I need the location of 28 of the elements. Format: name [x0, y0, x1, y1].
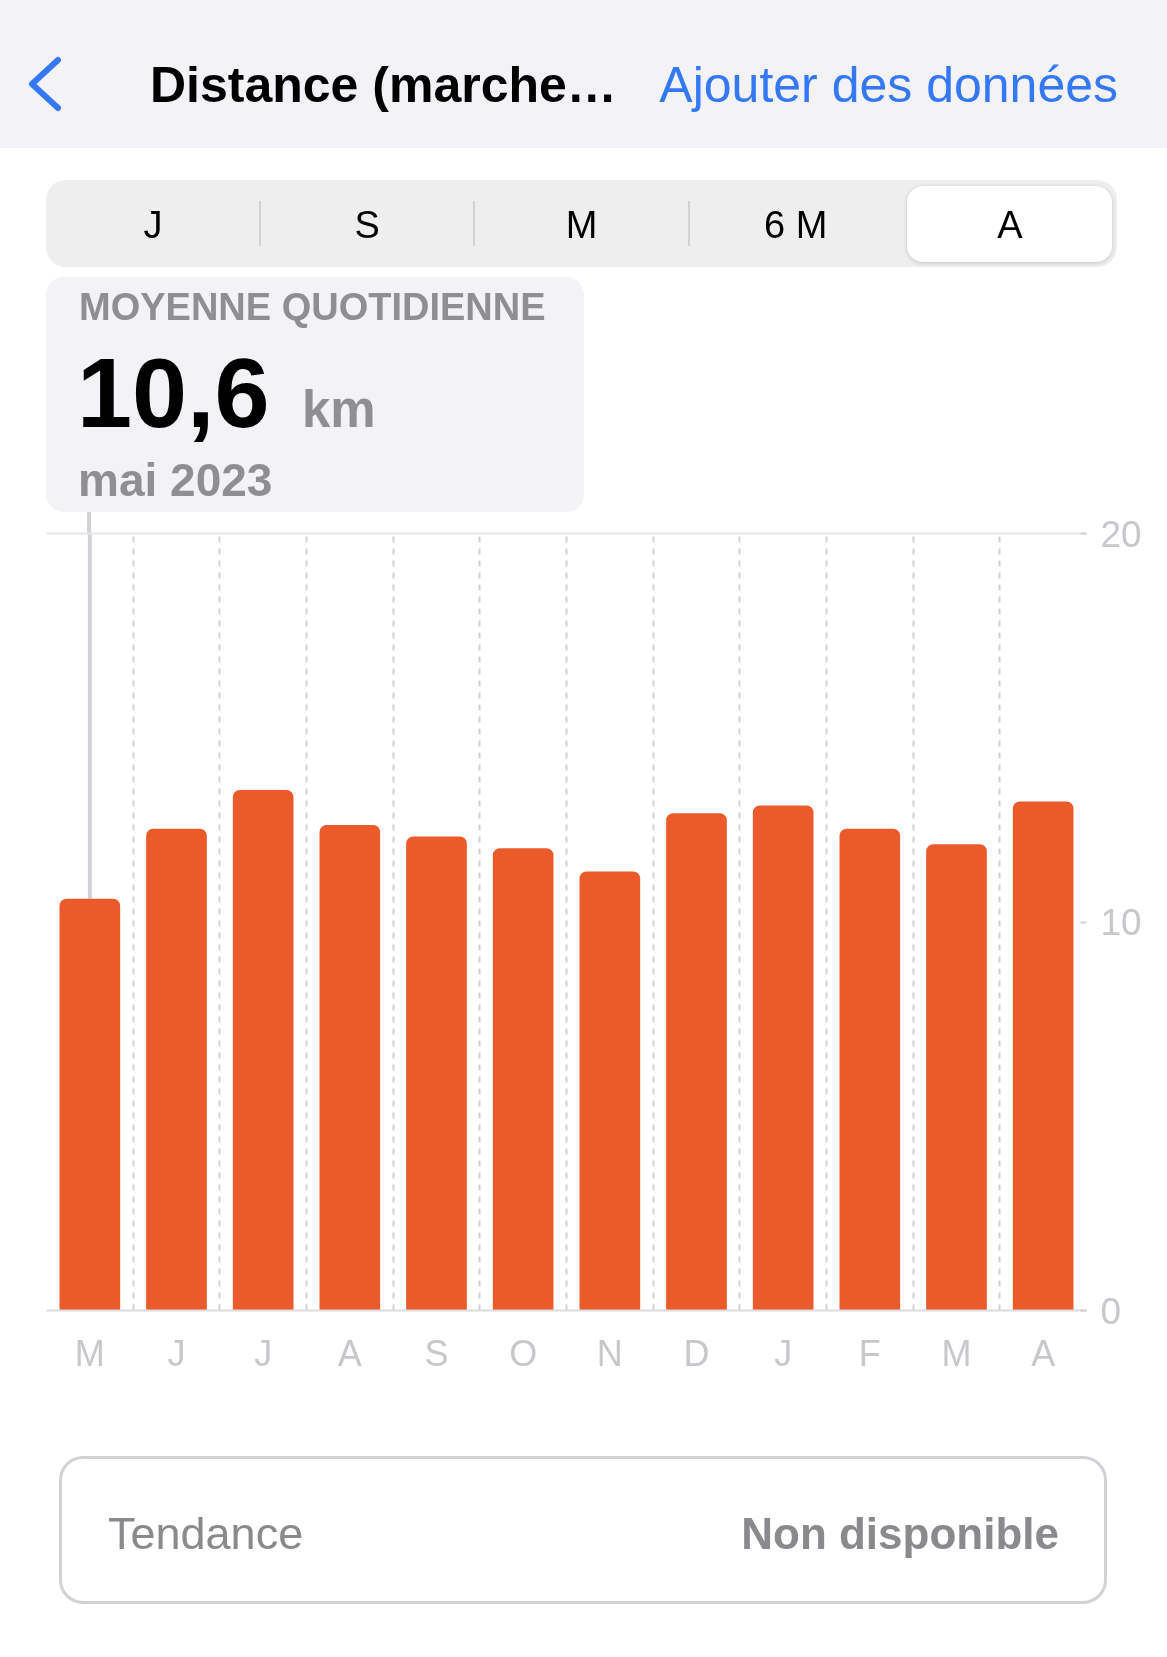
x-tick-label: N	[596, 1332, 623, 1374]
text: J	[142, 203, 164, 246]
chart-title: Distance (marche…	[150, 56, 617, 113]
x-tick-label: O	[509, 1332, 538, 1374]
y-tick-label: 10	[1100, 902, 1142, 943]
x-tick-label: S	[424, 1332, 449, 1374]
x-tick-label: F	[858, 1332, 881, 1374]
x-tick-label: M	[941, 1332, 972, 1374]
text: MOYENNE QUOTIDIENNE	[79, 285, 546, 328]
text: Ajouter des données	[659, 56, 1118, 113]
x-tick-label: A	[337, 1332, 362, 1374]
x-tick-label: J	[167, 1332, 186, 1374]
text: M	[564, 203, 599, 246]
y-tick-label: 20	[1100, 513, 1142, 555]
x-tick-label: A	[1031, 1332, 1056, 1374]
text: Non disponible	[741, 1508, 1059, 1558]
text: S	[353, 203, 381, 246]
text: mai 2023	[78, 454, 273, 507]
text: 6 M	[763, 203, 829, 246]
x-tick-label: J	[774, 1332, 793, 1374]
text: A	[996, 203, 1024, 246]
x-tick-label: J	[254, 1332, 273, 1374]
text: Tendance	[108, 1507, 304, 1559]
x-tick-label: D	[683, 1332, 710, 1374]
annotation: 10,6	[77, 337, 270, 449]
x-tick-label: M	[74, 1332, 105, 1374]
y-tick-label: 0	[1100, 1290, 1122, 1332]
text: km	[302, 380, 376, 438]
